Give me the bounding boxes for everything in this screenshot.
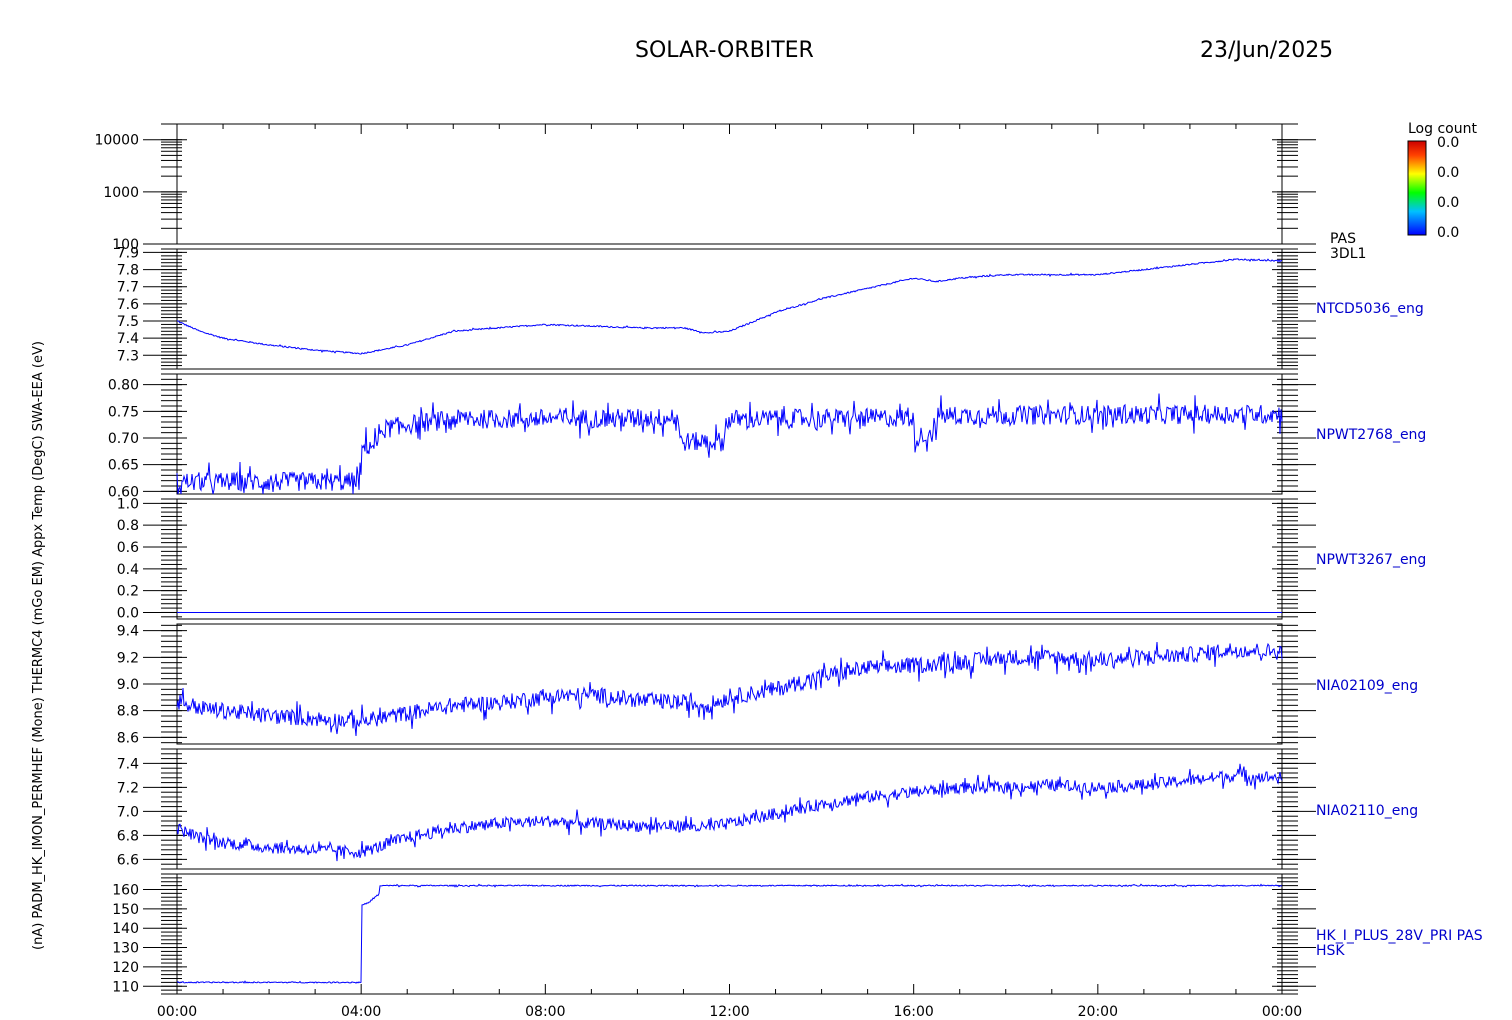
x-axis: 00:00 04:00 08:00 12:00 16:00 20:00 00:00 [157,124,1302,1020]
series-line-NIA02110_eng [176,763,1283,862]
panel-4: 0.0 0.2 0.4 0.6 0.8 1.0 NPWT3267_eng [117,496,1427,621]
y-tick-label: 0.2 [117,584,139,600]
y-tick-label: 9.0 [117,677,139,693]
y-tick-label: 0.4 [117,562,139,578]
panel-5: 8.6 8.8 9.0 9.2 9.4 NIA02109_eng [117,623,1418,746]
y-tick-label: 1.0 [117,496,139,512]
y-tick-label: 7.0 [117,804,139,820]
y-tick-label: 110 [112,979,139,995]
panel-frame [176,748,1283,870]
y-tick-label: 7.4 [117,331,139,347]
y-tick-label: 7.9 [117,245,139,261]
panel-frame [176,873,1283,995]
plot-date: 23/Jun/2025 [1200,38,1334,63]
panel-6: 6.6 6.8 7.0 7.2 7.4 NIA02110_eng [117,748,1418,870]
colorbar-label-bottom: 0.0 [1437,225,1459,241]
panel-label: HK_I_PLUS_28V_PRI PAS [1316,928,1483,944]
x-tick-label: 20:00 [1078,1004,1118,1020]
y-tick-label: 160 [112,882,139,898]
panel-label: NPWT2768_eng [1316,427,1426,443]
y-tick-label: 0.70 [108,431,139,447]
y-tick-label: 8.6 [117,730,139,746]
panel-label: HSK [1316,943,1345,959]
panel-label: NTCD5036_eng [1316,301,1424,317]
panel-label: 3DL1 [1330,246,1366,262]
y-tick-label: 7.5 [117,314,139,330]
chart-panels: 100100010000PAS3DL17.37.47.57.67.77.87.9… [94,123,1483,995]
x-tick-label: 08:00 [525,1004,565,1020]
panel-label: NPWT3267_eng [1316,552,1426,568]
y-tick-label: 0.6 [117,540,139,556]
panel-2: 7.37.47.57.67.77.8 7.9 NTCD5036_eng [117,245,1424,370]
panel-label: NIA02109_eng [1316,678,1418,694]
x-tick-label: 00:00 [1262,1004,1302,1020]
panel-label: PAS [1330,231,1356,247]
y-tick-label: 0.65 [108,458,139,474]
x-tick-label: 00:00 [157,1004,197,1020]
series-line-NIA02109_eng [176,641,1283,737]
y-tick-label: 7.3 [117,348,139,364]
panel-3: 0.60 0.65 0.70 0.75 0.80 NPWT2768_eng [108,373,1426,500]
y-tick-label: 9.2 [117,650,139,666]
panel-frame [176,248,1283,370]
series-line-NTCD5036_eng [176,258,1283,355]
y-tick-label: 0.60 [108,484,139,500]
panel-frame [176,498,1283,620]
y-tick-label: 9.4 [117,624,139,640]
series-line-NPWT2768_eng [176,393,1283,495]
x-tick-label: 16:00 [893,1004,933,1020]
y-tick-label: 0.8 [117,518,139,534]
y-tick-label: 8.8 [117,704,139,720]
y-tick-label: 6.6 [117,852,139,868]
colorbar-title: Log count [1408,121,1477,137]
y-tick-label: 0.80 [108,378,139,394]
y-tick-label: 100 [112,237,139,253]
y-tick-label: 0.75 [108,404,139,420]
colorbar-gradient [1407,140,1427,236]
panel-frame [176,373,1283,495]
mission-title: SOLAR-ORBITER [635,38,814,63]
y-tick-label: 7.7 [117,280,139,296]
y-tick-label: 7.6 [117,297,139,313]
y-tick-label: 120 [112,960,139,976]
panel-7: 110 120 130 140 150 160 HK_I_PLUS_28V_PRI PASH… [112,873,1483,995]
panel-frame [176,623,1283,745]
left-axis-label: (nA) PADM_HK_IMON_PERMHEF (Mone) THERMC4… [31,341,46,950]
y-tick-label: 0.0 [117,605,139,621]
y-tick-label: 10000 [94,133,139,149]
colorbar-label-lower: 0.0 [1437,195,1459,211]
y-tick-label: 150 [112,902,139,918]
y-tick-label: 7.8 [117,263,139,279]
y-tick-label: 7.2 [117,780,139,796]
y-tick-label: 7.4 [117,756,139,772]
panel-label: NIA02110_eng [1316,803,1418,819]
y-tick-label: 140 [112,921,139,937]
panel-frame [176,123,1283,245]
y-tick-label: 130 [112,941,139,957]
y-tick-label: 6.8 [117,828,139,844]
colorbar-label-top: 0.0 [1437,135,1459,151]
colorbar-label-upper: 0.0 [1437,165,1459,181]
series-line-HK_I_PLUS_28V_PRI PAS HSK [176,883,1283,984]
y-tick-label: 1000 [103,185,139,201]
x-tick-label: 12:00 [709,1004,749,1020]
x-tick-label: 04:00 [341,1004,381,1020]
colorbar: Log count 0.0 0.0 0.0 0.0 [1407,121,1477,241]
